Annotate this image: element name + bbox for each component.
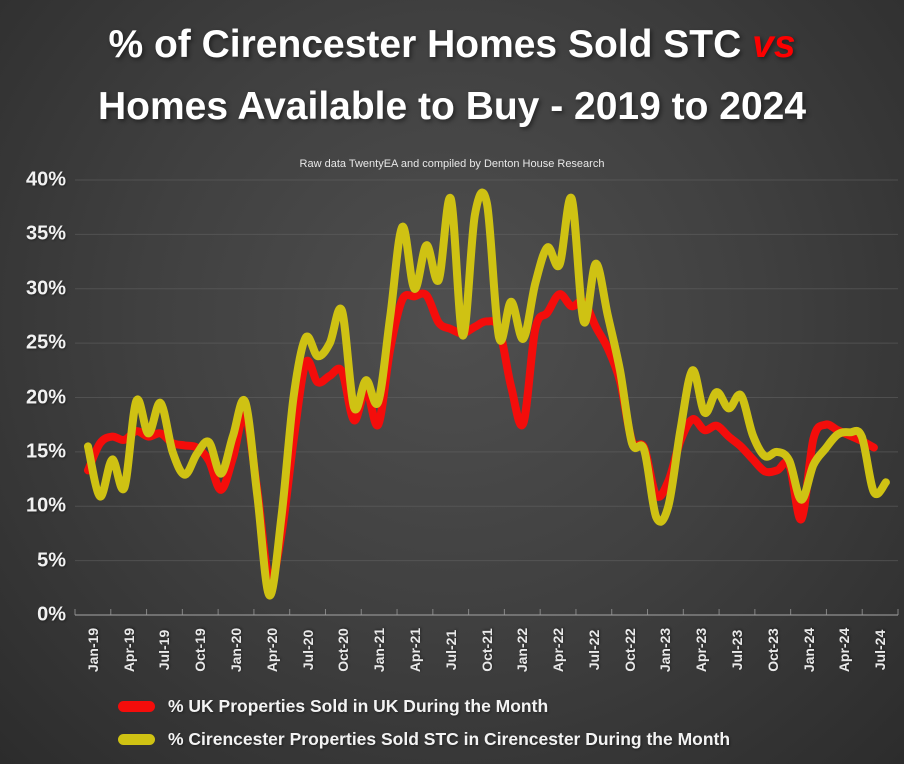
x-tick-label-Oct-22: Oct-22 xyxy=(621,628,638,672)
x-tick-label-Jul-21: Jul-21 xyxy=(442,629,459,671)
x-tick-label-Apr-20: Apr-20 xyxy=(263,627,280,673)
x-tick-label-Jan-21: Jan-21 xyxy=(371,627,388,673)
y-tick-label-40%: 40% xyxy=(25,168,66,191)
chart-title: % of Cirencester Homes Sold STC vs Homes… xyxy=(0,14,904,138)
chart-subtitle: Raw data TwentyEA and compiled by Denton… xyxy=(299,158,605,170)
x-tick-label-Oct-20: Oct-20 xyxy=(335,628,352,672)
chart-title-line1: % of Cirencester Homes Sold STC vs xyxy=(0,14,904,76)
y-tick-label-10%: 10% xyxy=(25,494,66,517)
y-tick-label-25%: 25% xyxy=(25,331,66,354)
x-tick-label-Oct-19: Oct-19 xyxy=(192,628,209,672)
x-tick-label-Jul-22: Jul-22 xyxy=(585,629,602,671)
x-tick-label-Oct-23: Oct-23 xyxy=(764,628,781,672)
title-line1-text: % of Cirencester Homes Sold STC xyxy=(108,23,753,66)
y-tick-label-0%: 0% xyxy=(37,603,66,626)
x-tick-label-Jan-23: Jan-23 xyxy=(657,627,674,673)
legend-item-cirencester: % Cirencester Properties Sold STC in Cir… xyxy=(118,727,730,751)
y-tick-label-35%: 35% xyxy=(25,222,66,245)
legend-item-uk: % UK Properties Sold in UK During the Mo… xyxy=(118,694,730,718)
legend: % UK Properties Sold in UK During the Mo… xyxy=(118,694,730,760)
x-tick-label-Jan-22: Jan-22 xyxy=(514,627,531,673)
x-tick-label-Jan-20: Jan-20 xyxy=(228,627,245,673)
x-tick-label-Jul-24: Jul-24 xyxy=(872,629,889,671)
uk-series-line xyxy=(84,289,878,586)
x-tick-label-Apr-23: Apr-23 xyxy=(693,627,710,673)
y-tick-label-5%: 5% xyxy=(37,549,66,572)
y-tick-label-15%: 15% xyxy=(25,440,66,463)
x-tick-label-Apr-22: Apr-22 xyxy=(550,627,567,673)
title-vs-accent: vs xyxy=(752,23,796,66)
x-tick-label-Jul-23: Jul-23 xyxy=(728,629,745,671)
cirencester-series-line xyxy=(84,188,890,600)
cirencester-series-swatch xyxy=(118,733,155,745)
y-tick-label-30%: 30% xyxy=(25,277,66,300)
x-tick-label-Jul-20: Jul-20 xyxy=(299,629,316,671)
cirencester-series-label: % Cirencester Properties Sold STC in Cir… xyxy=(168,728,731,749)
x-tick-label-Apr-19: Apr-19 xyxy=(120,627,137,673)
x-tick-label-Jan-24: Jan-24 xyxy=(800,627,817,673)
x-tick-label-Apr-21: Apr-21 xyxy=(406,627,423,673)
x-tick-label-Jan-19: Jan-19 xyxy=(84,627,101,673)
x-tick-label-Oct-21: Oct-21 xyxy=(478,628,495,672)
chart-title-line2: Homes Available to Buy - 2019 to 2024 xyxy=(97,85,807,128)
y-tick-label-20%: 20% xyxy=(25,386,66,408)
x-tick-label-Jul-19: Jul-19 xyxy=(156,629,173,671)
x-tick-label-Apr-24: Apr-24 xyxy=(836,627,853,673)
uk-series-label: % UK Properties Sold in UK During the Mo… xyxy=(168,695,549,716)
uk-series-swatch xyxy=(118,700,155,712)
